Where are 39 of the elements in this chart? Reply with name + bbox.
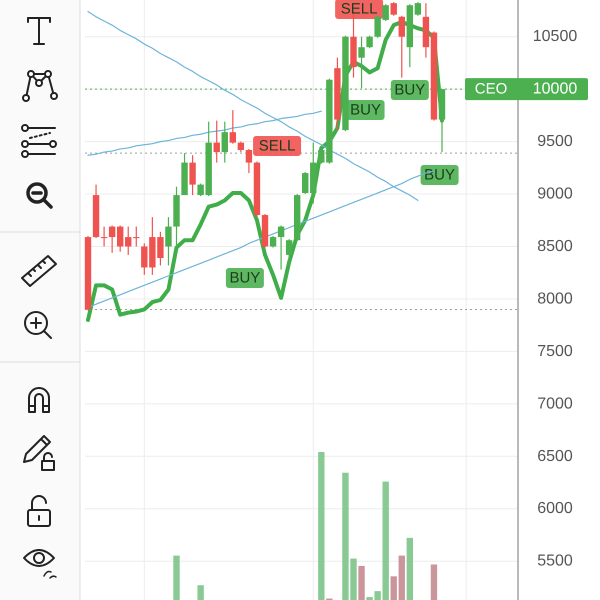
bar xyxy=(358,566,365,600)
y-tick-label: 8000 xyxy=(537,290,573,308)
y-tick-label: 8500 xyxy=(537,238,573,256)
y-tick-label: 9500 xyxy=(537,133,573,150)
candlestick xyxy=(366,35,373,49)
annotation: BUY xyxy=(394,82,426,98)
bar xyxy=(342,472,349,600)
annotation: BUY xyxy=(229,270,260,286)
candlestick xyxy=(230,110,236,144)
candlestick xyxy=(390,2,397,16)
candlestick xyxy=(222,121,228,164)
y-tick-label: 10500 xyxy=(532,28,578,46)
bar xyxy=(173,556,180,600)
annotation: BUY xyxy=(424,166,456,184)
candlestick xyxy=(286,238,292,266)
y-tick-label: 7000 xyxy=(537,395,573,412)
candlestick xyxy=(189,154,196,196)
y-tick-label: 5500 xyxy=(537,552,573,570)
annotation: SELL xyxy=(258,138,296,154)
bar xyxy=(430,564,438,600)
y-tick-label: 7500 xyxy=(537,342,573,360)
y-tick-label: 10000 xyxy=(532,80,578,98)
annotation: SELL xyxy=(340,0,378,18)
candlestick xyxy=(398,15,405,78)
bar xyxy=(406,538,414,600)
y-tick-label: 6000 xyxy=(537,500,573,518)
bar xyxy=(350,558,357,600)
ref-line-label: CEO xyxy=(474,80,508,98)
candlestick xyxy=(100,226,108,248)
candlestick xyxy=(278,224,284,270)
bar xyxy=(318,452,325,600)
candlestick xyxy=(214,120,220,164)
y-tick-label: 9000 xyxy=(537,186,573,203)
bar xyxy=(197,585,204,600)
annotation: BUY xyxy=(350,102,381,118)
candlestick xyxy=(238,141,244,153)
candlestick xyxy=(270,235,276,248)
y-tick-label: 6500 xyxy=(537,448,573,465)
candlestick xyxy=(165,216,172,266)
